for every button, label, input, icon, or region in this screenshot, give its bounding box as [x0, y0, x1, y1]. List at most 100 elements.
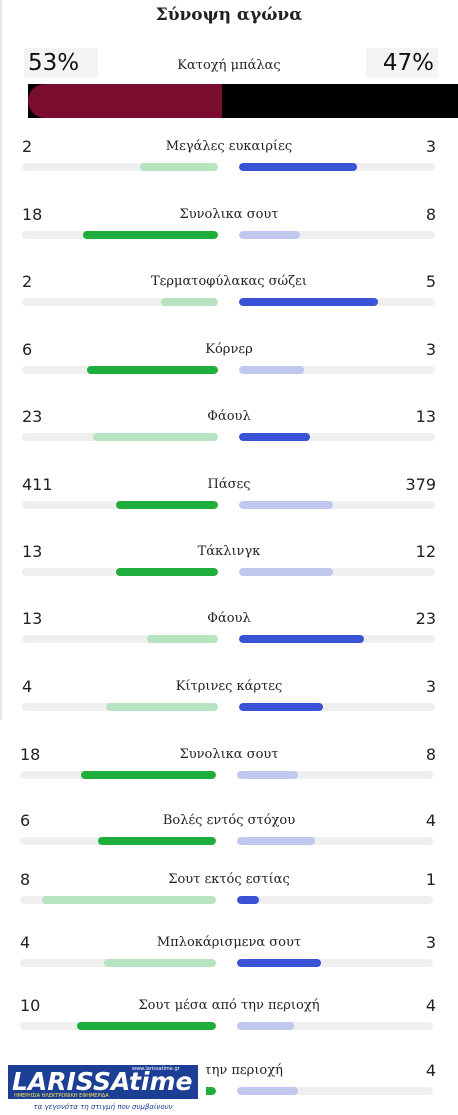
stat-home-track [22, 635, 218, 643]
logo-url: www.larissatime.gr [132, 1066, 180, 1072]
stat-home-track [20, 771, 216, 779]
stat-label: Συνολικα σουτ [179, 747, 279, 762]
stat-away-track [237, 837, 433, 845]
stat-home-track [20, 1022, 216, 1030]
stat-home-value: 4 [20, 933, 31, 952]
stat-home-bar [106, 703, 218, 711]
stat-away-bar [239, 433, 310, 441]
stat-home-bar [41, 896, 216, 904]
stat-home-value: 18 [20, 745, 41, 764]
stat-label: Φάουλ [207, 409, 251, 424]
stat-away-bar [239, 366, 304, 374]
stat-row: 18 Συνολικα σουτ 8 [0, 745, 458, 785]
stat-away-value: 4 [425, 811, 436, 830]
stat-away-bar [237, 1022, 294, 1030]
stat-row: 13 Φάουλ 23 [0, 609, 458, 649]
stat-away-value: 13 [415, 407, 436, 426]
stat-home-bar [80, 771, 216, 779]
stat-away-track [237, 1087, 433, 1095]
stat-home-track [20, 896, 216, 904]
stat-home-bar [161, 298, 218, 306]
logo-sub: ΗΜΕΡΗΣΙΑ ΗΛΕΚΤΡΟΝΙΚΗ ΕΦΗΜΕΡΙΔΑ [14, 1093, 109, 1099]
stat-row: 4 Κίτρινες κάρτες 3 [0, 677, 458, 717]
stat-row: 6 Κόρνερ 3 [0, 340, 458, 380]
stat-away-bar [239, 231, 300, 239]
stat-home-bar [116, 568, 218, 576]
stat-row: 18 Συνολικα σουτ 8 [0, 205, 458, 245]
stat-away-bar [237, 896, 259, 904]
stat-away-value: 3 [425, 677, 436, 696]
stat-home-track [22, 501, 218, 509]
stat-home-bar [116, 501, 218, 509]
stat-away-value: 5 [425, 272, 436, 291]
stat-home-value: 10 [20, 996, 41, 1015]
stat-row: 23 Φάουλ 13 [0, 407, 458, 447]
stat-away-value: 8 [425, 745, 436, 764]
stat-away-track [239, 298, 435, 306]
stat-away-value: 8 [425, 205, 436, 224]
stat-away-bar [239, 298, 379, 306]
stat-label: Μεγάλες ευκαιρίες [165, 139, 293, 154]
stat-home-value: 2 [22, 272, 33, 291]
stat-home-bar [104, 959, 216, 967]
stat-label: Σουτ εκτός εστίας [168, 872, 290, 887]
stat-row: 2 Μεγάλες ευκαιρίες 3 [0, 137, 458, 177]
panel-border [0, 0, 2, 720]
stat-away-track [239, 366, 435, 374]
possession-bar [28, 84, 458, 118]
stat-away-bar [239, 501, 334, 509]
stat-away-track [239, 163, 435, 171]
stat-away-bar [239, 635, 365, 643]
stat-home-value: 411 [22, 475, 53, 494]
possession-away-value: 47% [366, 48, 438, 78]
stat-row: 8 Σουτ εκτός εστίας 1 [0, 870, 458, 910]
stat-away-value: 23 [415, 609, 436, 628]
stat-away-bar [239, 568, 334, 576]
stat-away-bar [239, 163, 357, 171]
stat-home-bar [139, 163, 218, 171]
stat-away-value: 3 [425, 137, 436, 156]
stat-home-bar [98, 837, 216, 845]
stat-home-value: 13 [22, 542, 43, 561]
stat-label: Μπλοκάρισμενα σουτ [156, 935, 302, 950]
stat-away-bar [237, 771, 298, 779]
stat-away-bar [239, 703, 324, 711]
stat-home-track [20, 837, 216, 845]
stat-home-value: 6 [20, 811, 31, 830]
stat-row: 6 Βολές εντός στόχου 4 [0, 811, 458, 851]
stat-label: Σουτ μέσα από την περιοχή [138, 998, 320, 1013]
stat-away-bar [237, 1087, 298, 1095]
stat-home-track [22, 298, 218, 306]
stat-away-track [237, 896, 433, 904]
stat-away-track [239, 433, 435, 441]
possession-home-value: 53% [24, 48, 98, 78]
stat-row: 411 Πάσες 379 [0, 475, 458, 515]
stat-home-track [22, 366, 218, 374]
stat-home-bar [147, 635, 218, 643]
stat-away-track [237, 1022, 433, 1030]
stat-away-value: 1 [425, 870, 436, 889]
stat-home-track [20, 959, 216, 967]
stat-away-value: 379 [405, 475, 436, 494]
stat-away-value: 4 [425, 996, 436, 1015]
possession-home-fill [28, 84, 222, 118]
stat-home-value: 18 [22, 205, 43, 224]
stat-away-track [239, 568, 435, 576]
stat-home-track [22, 703, 218, 711]
stat-home-track [22, 231, 218, 239]
stat-away-bar [237, 837, 316, 845]
stat-home-value: 23 [22, 407, 43, 426]
possession-label: Κατοχή μπάλας [177, 58, 281, 73]
stat-home-value: 2 [22, 137, 33, 156]
stat-label: Κίτρινες κάρτες [175, 679, 283, 694]
stat-away-value: 4 [425, 1061, 436, 1080]
stat-home-track [22, 568, 218, 576]
stat-home-value: 8 [20, 870, 31, 889]
stat-home-bar [76, 1022, 216, 1030]
stat-home-track [22, 163, 218, 171]
logo-brand: LARISSAtime [12, 1067, 193, 1096]
stat-label: Συνολικα σουτ [179, 207, 279, 222]
stat-row: 4 Μπλοκάρισμενα σουτ 3 [0, 933, 458, 973]
stat-row: 13 Τάκλινγκ 12 [0, 542, 458, 582]
stat-home-value: 4 [22, 677, 33, 696]
